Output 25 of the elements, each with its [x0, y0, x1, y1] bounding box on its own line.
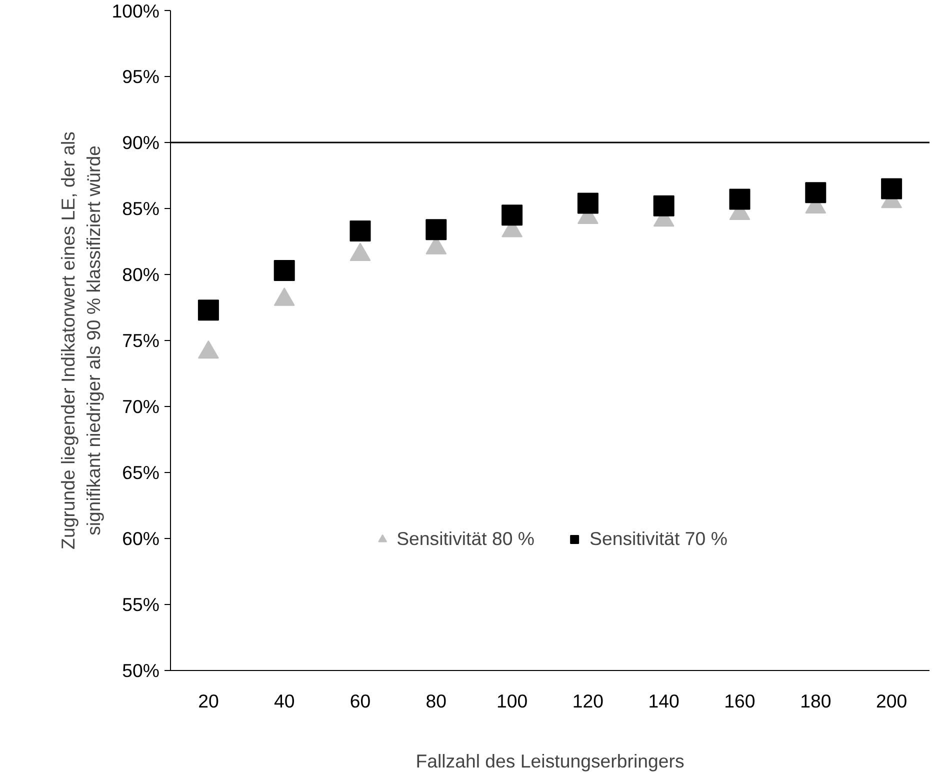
x-tick-label: 20: [198, 690, 219, 712]
y-tick-label: 50%: [122, 660, 160, 681]
y-tick-label: 85%: [122, 198, 160, 219]
y-tick-label: 60%: [122, 528, 160, 549]
y-tick-label: 65%: [122, 462, 160, 483]
x-tick-label: 140: [648, 690, 680, 712]
y-tick-label: 90%: [122, 132, 160, 153]
y-tick-label: 55%: [122, 594, 160, 615]
x-tick-label: 60: [350, 690, 371, 712]
x-tick-label: 200: [876, 690, 908, 712]
legend-label: Sensitivität 80 %: [396, 528, 534, 550]
x-tick-label: 100: [496, 690, 528, 712]
y-tick-label: 80%: [122, 264, 160, 285]
x-tick-label: 80: [426, 690, 447, 712]
y-axis-title: Zugrunde liegender Indikatorwert eines LE, der als signifikant niedriger als 90 % klassifiziert würde: [58, 132, 104, 550]
x-axis-title: Fallzahl des Leistungserbringers: [416, 750, 684, 772]
legend-label: Sensitivität 70 %: [590, 528, 728, 550]
y-tick-label: 100%: [112, 0, 160, 22]
y-tick-label: 70%: [122, 396, 160, 417]
x-tick-label: 160: [724, 690, 756, 712]
x-tick-label: 120: [572, 690, 604, 712]
x-tick-label: 180: [800, 690, 832, 712]
y-tick-label: 75%: [122, 330, 160, 351]
x-tick-label: 40: [274, 690, 295, 712]
y-tick-label: 95%: [122, 66, 160, 87]
